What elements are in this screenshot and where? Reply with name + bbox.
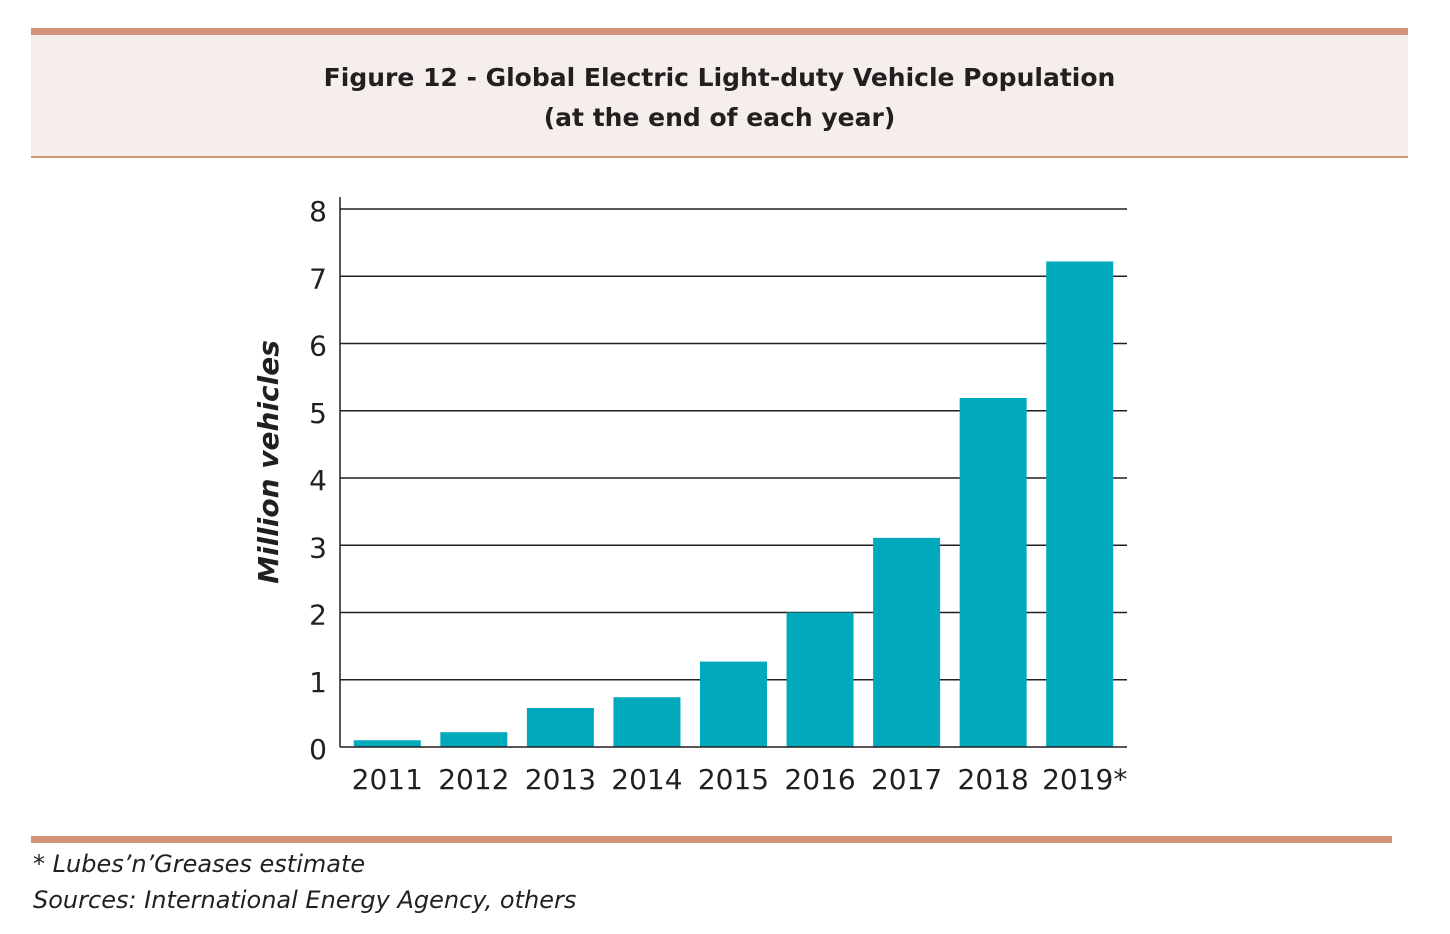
- footer-rule: [31, 836, 1392, 843]
- y-tick-label: 6: [309, 330, 327, 363]
- y-tick-label: 7: [309, 262, 327, 295]
- y-tick-label: 0: [309, 733, 327, 766]
- y-tick-label: 2: [309, 599, 327, 632]
- y-tick-labels: 0 1 2 3 4 5 6 7 8: [309, 195, 327, 766]
- bar-2019: [1046, 261, 1114, 747]
- sources-footnote: Sources: International Energy Agency, ot…: [33, 886, 577, 914]
- y-axis-label: Million vehicles: [252, 340, 285, 584]
- axes: [339, 197, 1127, 748]
- estimate-footnote: * Lubes’n’Greases estimate: [33, 850, 366, 878]
- x-tick-label: 2013: [525, 763, 596, 796]
- bars: [353, 261, 1114, 747]
- y-tick-label: 8: [309, 195, 327, 228]
- bar-2018: [959, 397, 1027, 747]
- x-tick-label: 2017: [871, 763, 942, 796]
- x-tick-label: 2018: [958, 763, 1029, 796]
- x-tick-label: 2011: [352, 763, 423, 796]
- x-tick-label: 2019*: [1042, 763, 1127, 796]
- x-tick-label: 2016: [784, 763, 855, 796]
- figure-header: Figure 12 - Global Electric Light-duty V…: [31, 28, 1408, 158]
- y-tick-label: 5: [309, 397, 327, 430]
- bar-2015: [700, 661, 767, 747]
- bar-2017: [873, 537, 941, 747]
- y-tick-label: 4: [309, 464, 327, 497]
- y-tick-label: 3: [309, 531, 327, 564]
- figure-title: Figure 12 - Global Electric Light-duty V…: [323, 63, 1116, 92]
- y-tick-label: 1: [309, 666, 327, 699]
- bar-2014: [613, 697, 681, 747]
- x-tick-labels: 2011 2012 2013 2014 2015 2016 2017 2018 2019*: [352, 763, 1128, 796]
- bar-2012: [440, 732, 508, 747]
- figure-subtitle: (at the end of each year): [543, 103, 896, 132]
- bar-2016: [786, 612, 854, 747]
- x-tick-label: 2014: [611, 763, 682, 796]
- bar-2011: [353, 740, 421, 747]
- x-tick-label: 2012: [438, 763, 509, 796]
- bar-2013: [526, 707, 594, 747]
- x-tick-label: 2015: [698, 763, 769, 796]
